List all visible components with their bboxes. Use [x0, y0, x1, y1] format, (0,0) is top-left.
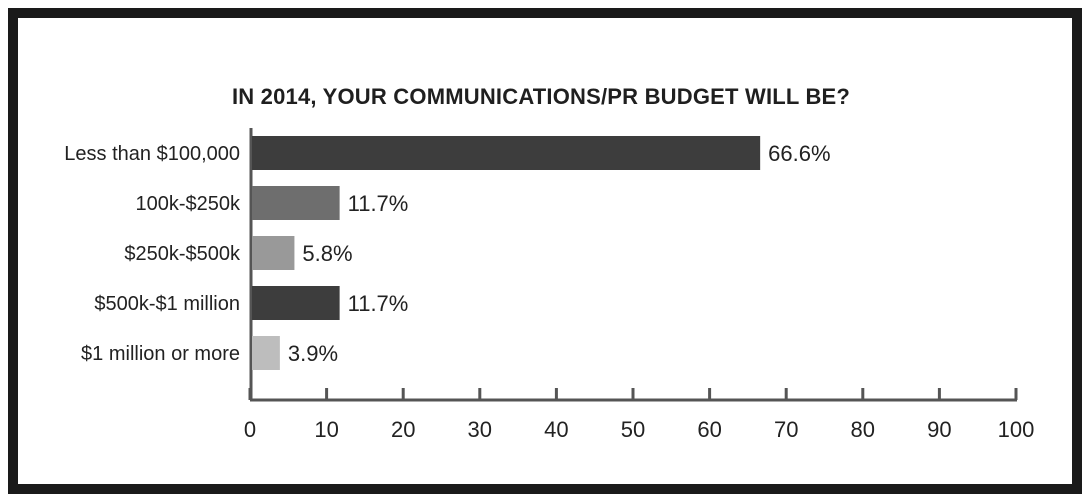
x-tick-label: 80	[851, 417, 875, 442]
data-label: 3.9%	[288, 341, 338, 366]
category-label: $1 million or more	[81, 343, 240, 365]
x-tick-label: 20	[391, 417, 415, 442]
data-label: 5.8%	[302, 241, 352, 266]
bar	[252, 236, 295, 270]
x-tick-label: 10	[314, 417, 338, 442]
x-tick-label: 100	[998, 417, 1035, 442]
x-tick-label: 0	[244, 417, 256, 442]
bar	[252, 136, 761, 170]
chart-frame	[8, 8, 1082, 494]
category-label: $500k-$1 million	[94, 293, 240, 315]
x-tick-label: 70	[774, 417, 798, 442]
x-tick-label: 30	[468, 417, 492, 442]
bar	[252, 336, 280, 370]
category-label: $250k-$500k	[124, 243, 241, 265]
data-label: 11.7%	[348, 291, 409, 316]
bar	[252, 286, 340, 320]
x-tick-label: 60	[697, 417, 721, 442]
category-label: 100k-$250k	[135, 193, 241, 215]
data-label: 11.7%	[348, 191, 409, 216]
x-tick-label: 90	[927, 417, 951, 442]
x-tick-label: 40	[544, 417, 568, 442]
category-label: Less than $100,000	[64, 143, 240, 165]
bar	[252, 186, 340, 220]
data-label: 66.6%	[768, 141, 830, 166]
x-tick-label: 50	[621, 417, 645, 442]
chart-title: IN 2014, YOUR COMMUNICATIONS/PR BUDGET W…	[231, 84, 851, 109]
